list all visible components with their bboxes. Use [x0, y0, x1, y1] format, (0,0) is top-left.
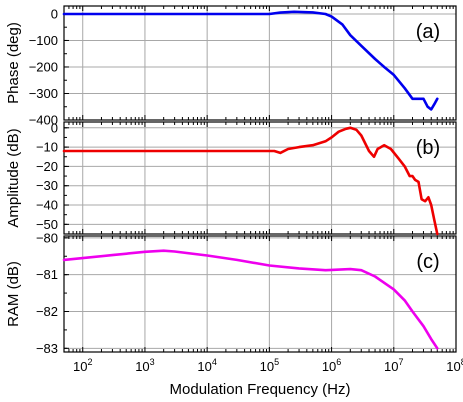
- series-line-1: [62, 10, 439, 111]
- y-tick-label: −81: [36, 267, 58, 282]
- panel-frame: [63, 5, 457, 121]
- y-tick-label: −83: [36, 341, 58, 356]
- x-tick-label: 102: [73, 357, 92, 374]
- series-line-1: [62, 126, 439, 236]
- panel-tag: (b): [416, 137, 440, 159]
- panel-a: 0 −100 −200 −300 −400 (a) Phase (deg): [5, 5, 457, 128]
- y-tick-label: −80: [36, 230, 58, 245]
- x-tick-label: 106: [322, 357, 341, 374]
- x-tick-label: 103: [135, 357, 154, 374]
- y-tick-label: 0: [51, 6, 58, 21]
- y-axis-title: Phase (deg): [5, 22, 22, 104]
- panel-c: −80 −81 −82 −83 (c) RAM (dB): [5, 230, 457, 356]
- y-tick-label: −82: [36, 304, 58, 319]
- y-tick-label: −10: [36, 140, 58, 155]
- y-tick-label: −200: [29, 59, 58, 74]
- x-axis-title: Modulation Frequency (Hz): [170, 381, 351, 398]
- panel-tag: (a): [416, 21, 440, 43]
- y-tick-label: −40: [36, 198, 58, 213]
- y-tick-label: −400: [29, 113, 58, 128]
- x-axis-ticks: 102 103 104 105 106 107 108: [73, 357, 463, 374]
- y-tick-label: −20: [36, 159, 58, 174]
- panels-group: 0 −100 −200 −300 −400 (a) Phase (deg) 0 −10 −20 −3…: [5, 5, 457, 356]
- panel-b: 0 −10 −20 −30 −40 −50 (b) Amplitude (dB): [5, 120, 457, 236]
- y-axis-title: Amplitude (dB): [5, 128, 22, 227]
- y-tick-label: 0: [51, 120, 58, 135]
- series-line-1: [62, 249, 439, 350]
- x-tick-label: 105: [260, 357, 279, 374]
- x-tick-label: 104: [197, 357, 216, 374]
- x-tick-label: 108: [446, 357, 463, 374]
- y-tick-label: −300: [29, 86, 58, 101]
- y-axis-title: RAM (dB): [5, 261, 22, 327]
- x-tick-label: 107: [384, 357, 403, 374]
- y-tick-label: −100: [29, 33, 58, 48]
- panel-frame: [63, 235, 457, 353]
- panel-frame: [63, 121, 457, 235]
- y-tick-label: −30: [36, 178, 58, 193]
- y-tick-label: −50: [36, 217, 58, 232]
- panel-tag: (c): [416, 251, 439, 273]
